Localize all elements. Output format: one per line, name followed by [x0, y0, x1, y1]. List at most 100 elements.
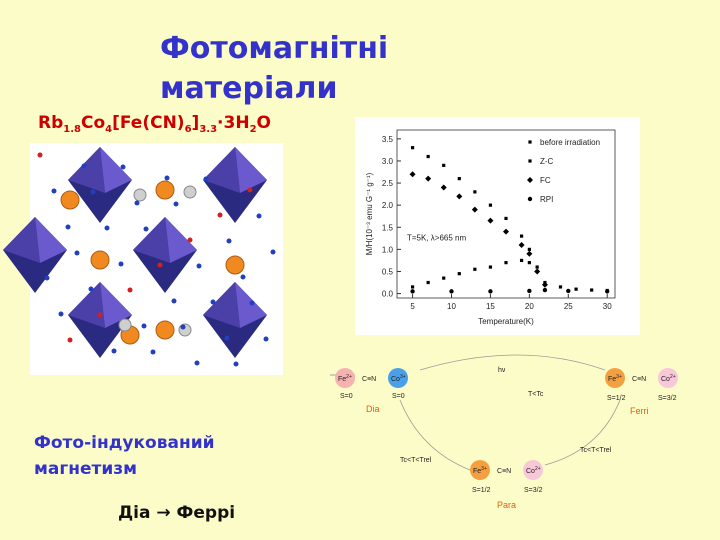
caption: магнетизм	[34, 459, 137, 479]
point	[542, 287, 548, 293]
point	[503, 228, 509, 235]
charge: 2+	[670, 374, 676, 380]
scheme-text: Fe2+	[338, 374, 352, 383]
formula-part: ·3H	[217, 113, 250, 133]
ion: Fe	[338, 376, 346, 383]
atom	[67, 337, 73, 343]
point	[488, 265, 493, 269]
legend-marker	[528, 140, 532, 144]
atom	[247, 187, 253, 193]
spin: S=3/2	[658, 395, 677, 402]
atom	[143, 226, 149, 232]
point	[534, 268, 541, 275]
atom	[249, 300, 255, 306]
atom	[196, 263, 202, 269]
point	[442, 276, 446, 280]
atom	[187, 237, 193, 243]
arrow-label: Tc<T<Trel	[580, 447, 612, 454]
point	[473, 267, 477, 271]
point	[488, 289, 493, 294]
y-tick-label: 0.0	[382, 290, 394, 299]
atom	[256, 213, 262, 219]
point	[527, 288, 532, 294]
point	[409, 171, 416, 178]
atom	[111, 348, 117, 354]
y-tick-label: 3.0	[382, 157, 394, 166]
x-tick-label: 30	[603, 302, 612, 311]
point	[471, 206, 478, 213]
atom	[210, 299, 216, 305]
formula: Rb1.8Co4[Fe(CN)6]3.3·3H2O	[38, 113, 271, 135]
atom	[183, 185, 197, 199]
point	[504, 261, 508, 265]
point	[519, 234, 524, 238]
fe-ion	[335, 368, 355, 388]
atom	[65, 224, 71, 230]
y-tick-label: 3.5	[382, 135, 394, 144]
fe-ion	[470, 460, 490, 480]
legend-label: RPI	[540, 195, 553, 204]
fe-ion	[605, 368, 625, 388]
arrow-label: T<Tc	[528, 391, 544, 398]
point	[426, 280, 430, 285]
point	[449, 289, 454, 294]
scheme-text: Fe3+	[608, 374, 622, 383]
arrow	[419, 354, 606, 371]
octahedron-face	[68, 282, 105, 328]
atom	[141, 323, 147, 329]
spin: S=0	[340, 393, 353, 400]
point	[504, 216, 508, 221]
octahedron-face	[203, 147, 240, 193]
atom	[133, 188, 147, 202]
octahedron-face	[35, 217, 67, 263]
octahedron-face	[68, 147, 105, 193]
octahedron-face	[203, 282, 240, 328]
title-line: матеріали	[160, 71, 338, 106]
legend-marker	[527, 177, 533, 183]
atom	[60, 190, 80, 210]
scheme: Fe2+ C≡N Co3+ S=0 S=0 Dia Fe3+ C≡N Co2+ …	[330, 354, 678, 510]
title-line: Фотомагнітні	[160, 31, 388, 66]
bridge: C≡N	[632, 376, 646, 383]
atom	[263, 336, 269, 342]
atom	[157, 262, 163, 268]
chart-panel	[355, 117, 640, 335]
y-tick-label: 1.5	[382, 223, 394, 232]
y-tick-label: 2.0	[382, 201, 394, 210]
point	[488, 203, 493, 207]
legend-label: before irradiation	[540, 138, 600, 147]
arrow	[544, 399, 621, 466]
state-label: Dia	[366, 404, 380, 414]
crystal-structure	[3, 147, 276, 367]
formula-sub: 6	[185, 124, 192, 135]
atom	[226, 238, 232, 244]
legend-marker	[527, 196, 533, 202]
light-label: hν	[498, 367, 506, 374]
octahedron-face	[100, 147, 132, 193]
atom	[150, 349, 156, 355]
formula-sub: 3.3	[199, 124, 217, 135]
scheme-text: Fe3+	[473, 466, 487, 475]
atom	[104, 225, 110, 231]
octahedron-face	[3, 217, 40, 263]
ion: Co	[391, 376, 400, 383]
atom	[37, 152, 43, 158]
co-ion	[658, 368, 678, 388]
atom	[90, 189, 96, 195]
point	[558, 285, 563, 289]
point	[519, 258, 524, 263]
x-tick-label: 5	[410, 302, 415, 311]
annotation: T=5K, λ>665 nm	[407, 234, 466, 243]
point	[442, 163, 446, 167]
formula-part: O	[257, 113, 271, 133]
ion: Fe	[608, 376, 616, 383]
formula-part: [Fe(CN)	[112, 113, 184, 133]
atom	[51, 188, 57, 194]
co-ion	[523, 460, 543, 480]
legend-label: Z-C	[540, 157, 554, 166]
formula-sub: 4	[105, 124, 112, 135]
octahedron-face	[133, 217, 170, 263]
charge: 3+	[400, 374, 406, 380]
y-tick-label: 1.0	[382, 245, 394, 254]
